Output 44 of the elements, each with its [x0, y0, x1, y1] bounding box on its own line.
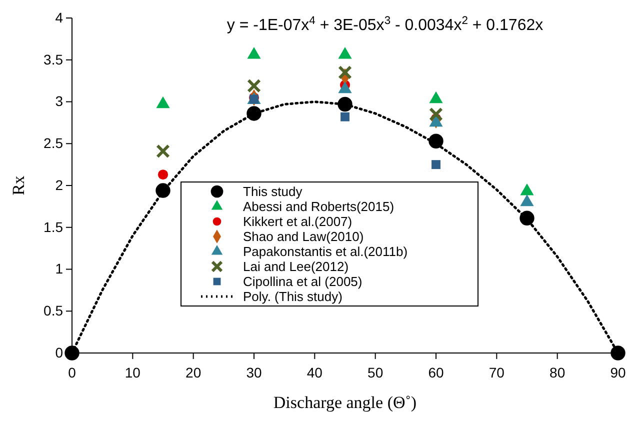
y-tick-label: 3.5 [44, 51, 64, 68]
point [246, 106, 262, 121]
x-tick-label: 50 [368, 364, 384, 380]
x-tick-label: 80 [550, 364, 566, 380]
y-tick-label: 2 [55, 176, 64, 193]
legend-label: Cipollina et al (2005) [243, 274, 362, 289]
x-tick-label: 30 [246, 364, 262, 380]
y-tick-label: 3 [55, 93, 64, 110]
point [338, 96, 352, 112]
legend-label: Poly. (This study) [243, 289, 342, 304]
legend-label: Shao and Law(2010) [243, 229, 364, 244]
y-tick-label: 1 [55, 260, 64, 277]
x-axis-title: Discharge angle (Θ˚) [273, 393, 417, 412]
point [520, 210, 534, 226]
point [340, 112, 350, 122]
annotation: y = -1E-07x$^{4}$ + 3E-05x$^{3}$ - 0.0034x$^{2}$ + 0.1762x [226, 15, 544, 34]
y-tick-label: 0.5 [44, 302, 64, 319]
y-tick-label: 0 [55, 344, 64, 360]
point [64, 346, 80, 360]
x-tick-label: 90 [610, 364, 626, 380]
y-tick-label: 4 [55, 9, 64, 26]
point [429, 107, 443, 122]
x-tick-label: 10 [124, 364, 141, 380]
legend-label: Abessi and Roberts(2015) [243, 199, 394, 214]
point [158, 170, 168, 180]
x-tick-label: 60 [428, 364, 444, 380]
point [428, 134, 444, 148]
x-tick-label: 70 [488, 364, 505, 380]
point [247, 78, 261, 93]
x-tick-label: 20 [186, 364, 202, 380]
point [338, 65, 352, 80]
point [432, 160, 440, 170]
y-tick-label: 1.5 [44, 218, 64, 235]
legend-label: Lai and Lee(2012) [243, 259, 349, 274]
x-tick-label: 0 [68, 364, 76, 380]
legend-label: Kikkert et al.(2007) [243, 214, 352, 229]
legend-label: Papakonstantis et al.(2011b) [243, 244, 408, 259]
y-tick-label: 2.5 [44, 135, 64, 152]
point [156, 144, 170, 158]
x-tick-label: 40 [306, 364, 323, 380]
y-axis-title: Rx [9, 175, 28, 196]
point [610, 346, 626, 360]
legend-label: This study [243, 184, 303, 199]
point [156, 183, 170, 198]
